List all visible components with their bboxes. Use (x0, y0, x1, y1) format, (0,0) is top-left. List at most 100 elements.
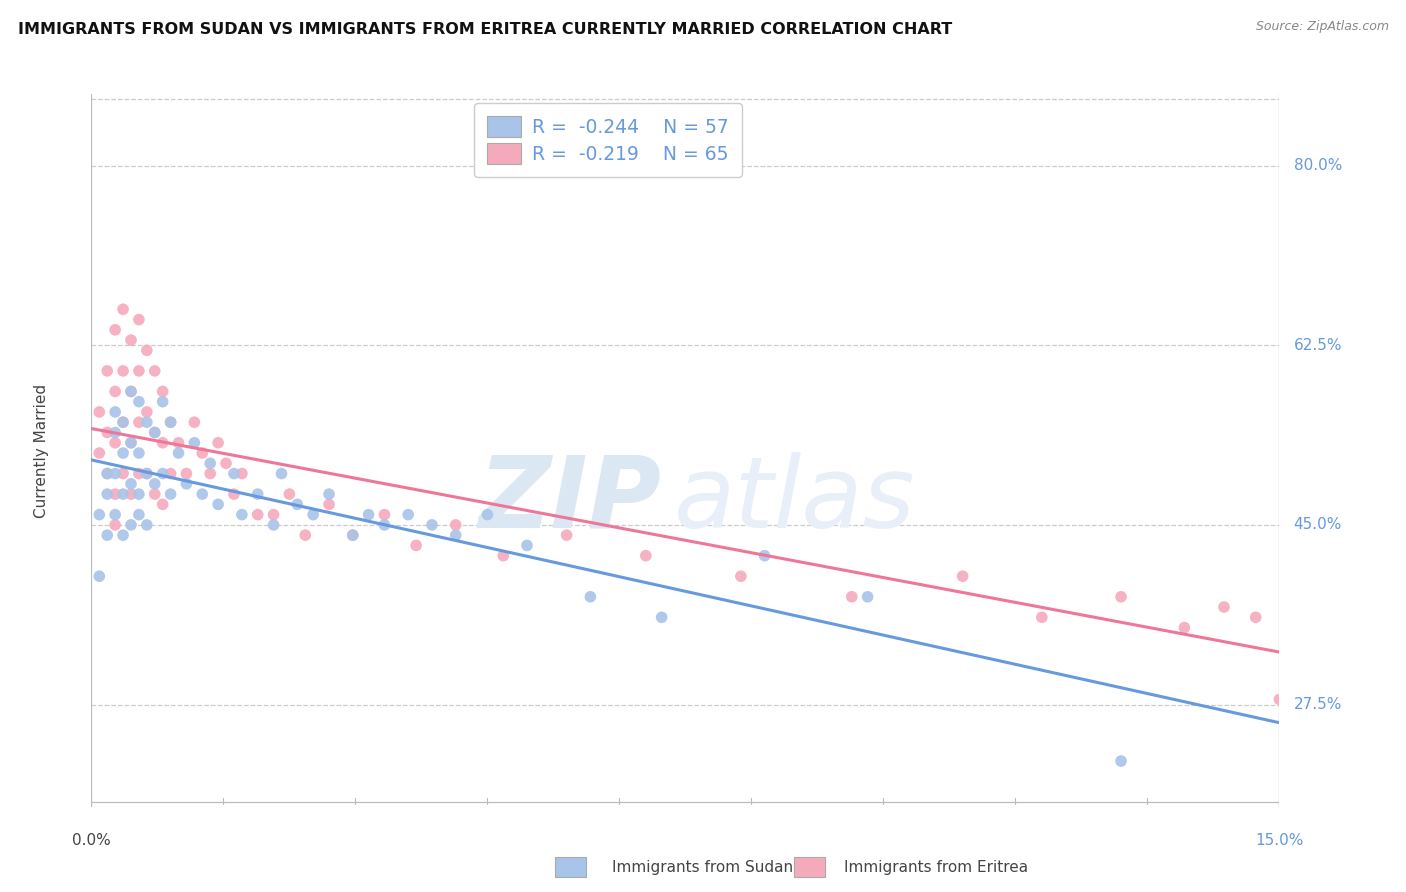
Point (120, 384, 142, 399)
Point (342, 528, 364, 542)
Point (159, 467, 181, 481)
Point (112, 487, 135, 501)
Point (120, 517, 142, 532)
Point (135, 467, 157, 481)
Text: ZIP: ZIP (478, 452, 662, 549)
Text: 15.0%: 15.0% (1256, 833, 1303, 848)
Point (1244, 610, 1267, 624)
Point (183, 415, 205, 429)
Point (112, 528, 135, 542)
Point (651, 610, 673, 624)
Point (104, 517, 127, 532)
Point (1268, 692, 1291, 706)
Point (120, 435, 142, 450)
Point (128, 487, 150, 501)
Point (167, 446, 190, 460)
Point (373, 508, 395, 522)
Point (492, 549, 515, 563)
Point (143, 425, 166, 440)
Text: 0.0%: 0.0% (72, 833, 111, 848)
Point (318, 487, 340, 501)
Point (112, 467, 135, 481)
Point (128, 394, 150, 409)
Point (128, 312, 150, 326)
Point (89, 405, 111, 419)
Point (176, 476, 198, 491)
Text: 62.5%: 62.5% (1294, 338, 1343, 352)
Point (856, 590, 879, 604)
Point (357, 508, 380, 522)
Text: Immigrants from Sudan: Immigrants from Sudan (612, 860, 793, 874)
Point (104, 384, 127, 399)
Point (104, 323, 127, 337)
Legend: R =  -0.244    N = 57, R =  -0.219    N = 65: R = -0.244 N = 57, R = -0.219 N = 65 (474, 103, 742, 177)
Point (444, 528, 467, 542)
Point (96, 528, 118, 542)
Point (1109, 754, 1132, 768)
Point (1213, 600, 1236, 615)
Point (294, 528, 316, 542)
Point (135, 467, 157, 481)
Point (207, 497, 229, 511)
Point (120, 384, 142, 399)
Point (89, 569, 111, 583)
Point (128, 467, 150, 481)
Point (191, 487, 214, 501)
Point (444, 517, 467, 532)
Point (167, 435, 190, 450)
Point (152, 467, 174, 481)
Point (1284, 590, 1306, 604)
Point (231, 467, 253, 481)
Point (159, 415, 181, 429)
Point (841, 590, 863, 604)
Point (222, 467, 245, 481)
Point (278, 487, 301, 501)
Point (207, 435, 229, 450)
Point (1031, 610, 1053, 624)
Point (263, 508, 285, 522)
Point (112, 415, 135, 429)
Point (128, 364, 150, 378)
Point (128, 415, 150, 429)
Point (263, 517, 285, 532)
Point (128, 508, 150, 522)
Text: 27.5%: 27.5% (1294, 697, 1343, 712)
Point (231, 508, 253, 522)
Point (96, 364, 118, 378)
Point (96, 467, 118, 481)
Point (143, 364, 166, 378)
Point (730, 569, 752, 583)
Point (135, 405, 157, 419)
Point (104, 425, 127, 440)
Point (96, 425, 118, 440)
Point (318, 497, 340, 511)
Text: 45.0%: 45.0% (1294, 517, 1343, 533)
Point (112, 302, 135, 317)
Point (270, 467, 292, 481)
Point (135, 415, 157, 429)
Point (302, 508, 325, 522)
Point (135, 343, 157, 358)
Point (120, 333, 142, 347)
Point (634, 549, 657, 563)
Point (112, 364, 135, 378)
Point (120, 435, 142, 450)
Point (516, 538, 538, 552)
Point (159, 415, 181, 429)
Point (152, 435, 174, 450)
Point (952, 569, 974, 583)
Point (152, 384, 174, 399)
Point (152, 497, 174, 511)
Point (200, 456, 222, 470)
Point (176, 467, 198, 481)
Point (104, 405, 127, 419)
Point (104, 508, 127, 522)
Point (215, 456, 238, 470)
Point (1308, 621, 1330, 635)
Point (200, 467, 222, 481)
Point (342, 528, 364, 542)
Point (246, 487, 269, 501)
Point (112, 415, 135, 429)
Point (159, 487, 181, 501)
Point (96, 467, 118, 481)
